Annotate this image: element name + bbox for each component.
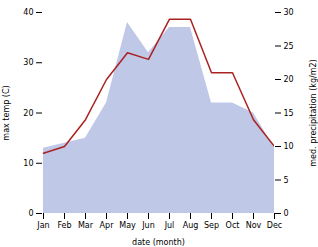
svg-text:20: 20 [23,109,33,118]
svg-text:Jun: Jun [141,221,155,230]
svg-text:30: 30 [284,8,294,17]
svg-text:Jul: Jul [164,221,175,230]
svg-text:Jan: Jan [36,221,49,230]
svg-text:Feb: Feb [57,221,71,230]
svg-text:Nov: Nov [246,221,262,230]
svg-text:max temp (C): max temp (C) [2,85,11,140]
svg-text:0: 0 [284,209,289,218]
svg-text:15: 15 [284,109,294,118]
svg-text:Dec: Dec [267,221,282,230]
svg-text:Oct: Oct [226,221,240,230]
svg-text:20: 20 [284,75,294,84]
svg-text:Aug: Aug [183,221,199,230]
svg-text:med. precipitation (kg/m2): med. precipitation (kg/m2) [309,59,318,166]
svg-text:10: 10 [284,142,294,151]
svg-text:10: 10 [23,159,33,168]
svg-text:Sep: Sep [204,221,219,230]
svg-text:Mar: Mar [78,221,94,230]
svg-text:25: 25 [284,42,294,51]
svg-text:Apr: Apr [100,221,115,230]
svg-text:30: 30 [23,58,33,67]
svg-text:date (month): date (month) [132,238,185,247]
svg-text:5: 5 [284,176,289,185]
svg-text:0: 0 [28,209,33,218]
svg-text:May: May [119,221,136,230]
svg-text:40: 40 [23,8,33,17]
